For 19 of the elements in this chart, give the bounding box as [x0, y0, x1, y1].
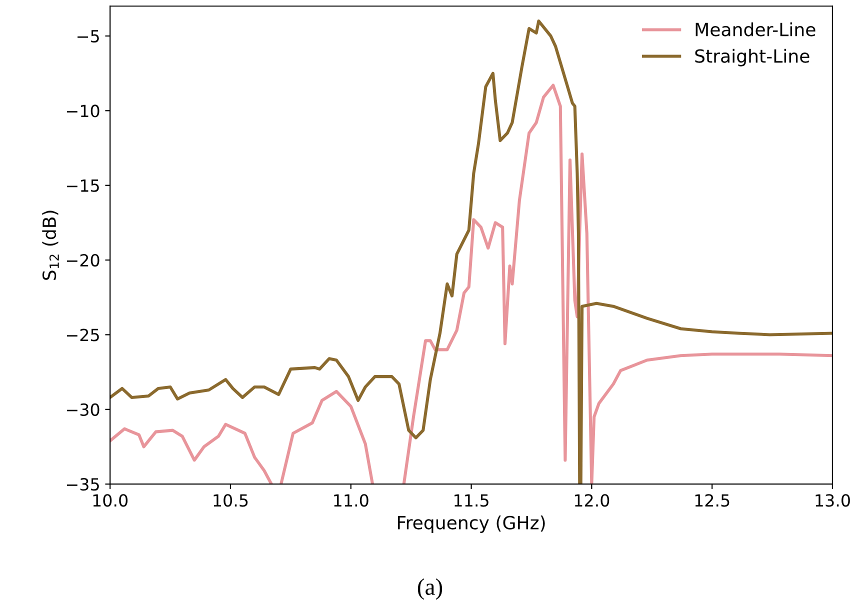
y-tick-label: −5	[78, 30, 99, 43]
x-tick-label: 12.5	[695, 494, 730, 507]
x-tick-label: 10.5	[214, 494, 248, 507]
y-axis-title: S$_{12}$ (dB)	[42, 210, 59, 280]
y-tick-label: −35	[66, 478, 99, 491]
y-tick-label: −30	[66, 403, 100, 416]
x-tick-label: 11.5	[454, 494, 488, 507]
y-tick-label: −25	[66, 328, 99, 342]
x-tick-label: 11.0	[334, 494, 368, 507]
x-axis-title: Frequency (GHz)	[398, 516, 545, 533]
legend-label: Straight-Line	[695, 48, 810, 66]
x-tick-label: 12.0	[574, 494, 610, 507]
y-tick-label: −20	[66, 254, 100, 267]
legend-label: Meander-Line	[696, 22, 816, 36]
x-tick-label: 13.0	[816, 494, 850, 507]
text: (a)	[418, 578, 442, 600]
y-tick-label: −10	[66, 104, 100, 118]
x-tick-label: 10.0	[93, 494, 128, 507]
y-tick-label: −15	[66, 180, 99, 192]
